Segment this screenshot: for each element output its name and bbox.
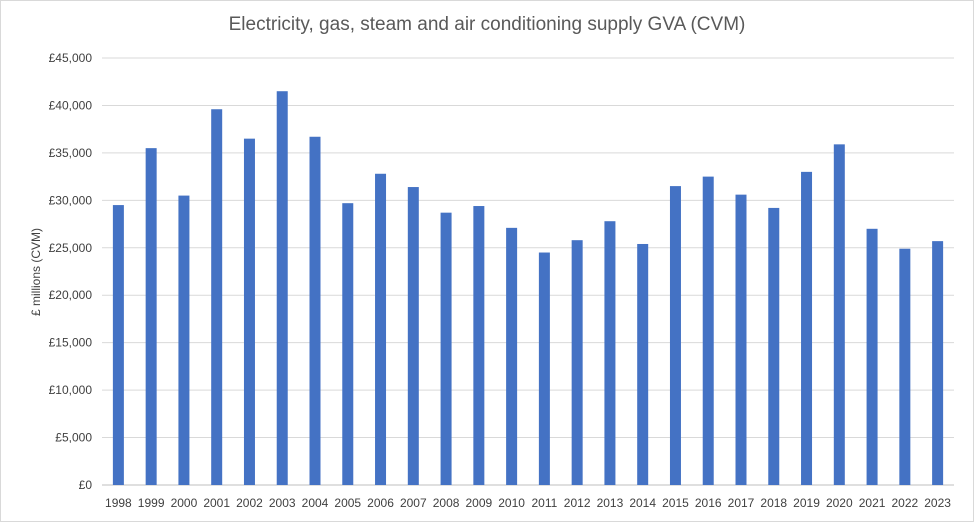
x-tick-label: 2019 xyxy=(793,496,820,510)
bar-2011 xyxy=(538,252,550,485)
y-tick-label: £45,000 xyxy=(49,51,93,65)
bar-2013 xyxy=(604,221,616,485)
x-tick-label: 1998 xyxy=(105,496,132,510)
bar-2007 xyxy=(407,187,419,485)
x-tick-label: 2023 xyxy=(924,496,951,510)
bar-2001 xyxy=(211,109,223,486)
bar-2003 xyxy=(276,91,288,485)
x-tick-label: 2022 xyxy=(891,496,918,510)
bars xyxy=(112,91,944,486)
bar-1998 xyxy=(112,205,124,486)
y-tick-label: £40,000 xyxy=(49,98,93,112)
x-tick-labels: 1998 1999 2000 2001 2002 2003 2004 2005 2006 2007… xyxy=(105,496,951,510)
x-tick-label: 2004 xyxy=(302,496,329,510)
bar-2021 xyxy=(866,228,878,486)
x-tick-label: 2013 xyxy=(597,496,624,510)
bar-2000 xyxy=(178,195,190,486)
bar-2004 xyxy=(309,136,321,485)
x-tick-label: 2021 xyxy=(859,496,886,510)
gridlines xyxy=(102,57,954,486)
bar-2015 xyxy=(669,186,681,485)
y-tick-label: £5,000 xyxy=(55,431,92,445)
bar-2006 xyxy=(375,173,387,485)
y-tick-labels: £0 £5,000 £10,000 £15,000 £20,000 £25,000 £30,… xyxy=(49,51,93,492)
x-tick-label: 2003 xyxy=(269,496,296,510)
x-tick-label: 2008 xyxy=(433,496,460,510)
bar-2012 xyxy=(571,240,583,485)
bar-2023 xyxy=(932,241,944,485)
chart-title: Electricity, gas, steam and air conditio… xyxy=(228,14,746,35)
y-tick-label: £20,000 xyxy=(49,288,93,302)
bar-2008 xyxy=(440,212,452,485)
bar-2020 xyxy=(833,144,845,486)
x-tick-label: 2018 xyxy=(760,496,787,510)
x-tick-label: 2009 xyxy=(465,496,492,510)
bar-2016 xyxy=(702,176,714,485)
bar-2009 xyxy=(473,206,485,485)
x-tick-label: 2017 xyxy=(728,496,755,510)
x-tick-label: 2020 xyxy=(826,496,853,510)
y-tick-label: £0 xyxy=(79,478,93,492)
bar-2002 xyxy=(243,138,255,485)
x-tick-label: 2015 xyxy=(662,496,689,510)
y-tick-label: £10,000 xyxy=(49,383,93,397)
bar-2017 xyxy=(735,194,747,485)
x-tick-label: 2006 xyxy=(367,496,394,510)
x-tick-label: 2007 xyxy=(400,496,427,510)
x-tick-label: 2000 xyxy=(171,496,198,510)
x-tick-label: 2002 xyxy=(236,496,263,510)
x-tick-label: 2012 xyxy=(564,496,591,510)
y-tick-label: £25,000 xyxy=(49,241,93,255)
y-tick-label: £15,000 xyxy=(49,336,93,350)
x-tick-label: 2010 xyxy=(498,496,525,510)
x-tick-label: 2011 xyxy=(531,496,557,510)
x-tick-label: 2014 xyxy=(629,496,656,510)
bar-2005 xyxy=(342,203,354,485)
bar-2019 xyxy=(801,171,813,485)
bar-1999 xyxy=(145,148,157,485)
bar-2014 xyxy=(637,243,649,485)
bar-2010 xyxy=(506,227,518,485)
x-tick-label: 2016 xyxy=(695,496,722,510)
x-tick-label: 2005 xyxy=(334,496,361,510)
x-tick-label: 1999 xyxy=(138,496,165,510)
bar-2022 xyxy=(899,248,911,485)
y-tick-label: £30,000 xyxy=(49,193,93,207)
y-tick-label: £35,000 xyxy=(49,146,93,160)
x-tick-label: 2001 xyxy=(203,496,230,510)
bar-2018 xyxy=(768,207,780,485)
